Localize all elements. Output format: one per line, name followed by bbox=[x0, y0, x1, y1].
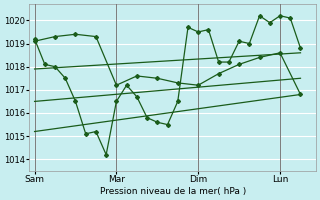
X-axis label: Pression niveau de la mer( hPa ): Pression niveau de la mer( hPa ) bbox=[100, 187, 246, 196]
